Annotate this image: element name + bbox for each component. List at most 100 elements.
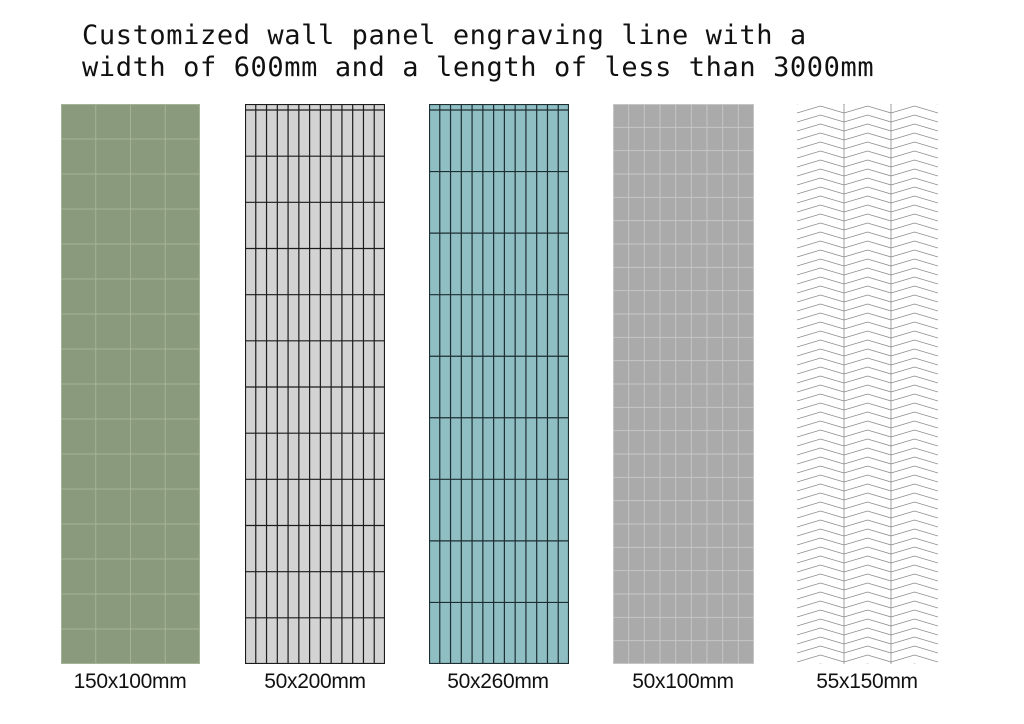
title-line-1: Customized wall panel engraving line wit… bbox=[82, 20, 807, 51]
herringbone-chevron bbox=[797, 330, 845, 339]
herringbone-chevron bbox=[797, 510, 845, 519]
herringbone-chevron bbox=[843, 537, 892, 546]
herringbone-chevron bbox=[890, 609, 938, 618]
herringbone-chevron bbox=[797, 519, 845, 528]
herringbone-chevron bbox=[843, 546, 892, 555]
herringbone-chevron bbox=[843, 222, 892, 231]
herringbone-chevron bbox=[890, 573, 938, 582]
herringbone-chevron bbox=[797, 483, 845, 492]
herringbone-chevron bbox=[890, 276, 938, 285]
herringbone-chevron bbox=[890, 231, 938, 240]
herringbone-chevron bbox=[890, 141, 938, 150]
herringbone-chevron bbox=[843, 105, 892, 114]
herringbone-chevron bbox=[890, 348, 938, 357]
herringbone-chevron bbox=[797, 294, 845, 303]
herringbone-chevron bbox=[890, 159, 938, 168]
herringbone-chevron bbox=[843, 348, 892, 357]
herringbone-chevron bbox=[843, 267, 892, 276]
herringbone-chevron bbox=[890, 645, 938, 654]
herringbone-chevron bbox=[797, 474, 845, 483]
panel-50x200-pattern bbox=[245, 104, 385, 664]
herringbone-chevron bbox=[797, 609, 845, 618]
herringbone-chevron bbox=[797, 204, 845, 213]
herringbone-chevron bbox=[843, 555, 892, 564]
herringbone-chevron bbox=[797, 537, 845, 546]
herringbone-chevron bbox=[890, 123, 938, 132]
herringbone-chevron bbox=[890, 114, 938, 123]
herringbone-chevron bbox=[843, 591, 892, 600]
herringbone-chevron bbox=[890, 321, 938, 330]
herringbone-chevron bbox=[890, 537, 938, 546]
herringbone-chevron bbox=[843, 627, 892, 636]
herringbone-chevron bbox=[890, 420, 938, 429]
panel-55x150 bbox=[797, 104, 938, 664]
herringbone-chevron bbox=[890, 582, 938, 591]
panel-label-50x260: 50x260mm bbox=[447, 670, 549, 693]
herringbone-chevron bbox=[890, 456, 938, 465]
herringbone-chevron bbox=[843, 411, 892, 420]
herringbone-chevron bbox=[890, 519, 938, 528]
panel-label-150x100: 150x100mm bbox=[73, 670, 187, 693]
herringbone-chevron bbox=[797, 411, 845, 420]
herringbone-chevron bbox=[797, 186, 845, 195]
herringbone-chevron bbox=[797, 321, 845, 330]
panel-50x260-pattern bbox=[429, 104, 569, 664]
herringbone-chevron bbox=[843, 330, 892, 339]
herringbone-chevron bbox=[797, 132, 845, 141]
panel-50x200 bbox=[245, 104, 385, 664]
herringbone-chevron bbox=[843, 438, 892, 447]
herringbone-chevron bbox=[797, 546, 845, 555]
herringbone-chevron bbox=[797, 429, 845, 438]
herringbone-chevron bbox=[890, 168, 938, 177]
herringbone-chevron bbox=[843, 402, 892, 411]
panel-border bbox=[429, 104, 569, 664]
panel-background bbox=[797, 104, 938, 664]
herringbone-chevron bbox=[890, 150, 938, 159]
herringbone-chevron bbox=[797, 213, 845, 222]
herringbone-chevron bbox=[843, 618, 892, 627]
herringbone-chevron bbox=[890, 438, 938, 447]
herringbone-chevron bbox=[890, 564, 938, 573]
herringbone-chevron bbox=[797, 645, 845, 654]
herringbone-chevron bbox=[797, 348, 845, 357]
herringbone-chevron bbox=[890, 222, 938, 231]
herringbone-chevron bbox=[843, 339, 892, 348]
herringbone-chevron bbox=[890, 177, 938, 186]
herringbone-chevron bbox=[890, 483, 938, 492]
herringbone-chevron bbox=[797, 231, 845, 240]
herringbone-chevron bbox=[843, 582, 892, 591]
herringbone-chevron bbox=[843, 447, 892, 456]
herringbone-chevron bbox=[890, 465, 938, 474]
herringbone-chevron bbox=[890, 546, 938, 555]
panel-label-50x200: 50x200mm bbox=[264, 670, 366, 693]
herringbone-chevron bbox=[890, 384, 938, 393]
herringbone-chevron bbox=[843, 240, 892, 249]
herringbone-chevron bbox=[843, 420, 892, 429]
herringbone-chevron bbox=[797, 276, 845, 285]
herringbone-chevron bbox=[843, 132, 892, 141]
herringbone-chevron bbox=[797, 375, 845, 384]
herringbone-chevron bbox=[843, 249, 892, 258]
herringbone-chevron bbox=[797, 555, 845, 564]
herringbone-chevron bbox=[890, 267, 938, 276]
herringbone-chevron bbox=[890, 654, 938, 663]
herringbone-chevron bbox=[843, 528, 892, 537]
herringbone-chevron bbox=[797, 285, 845, 294]
herringbone-chevron bbox=[797, 636, 845, 645]
herringbone-chevron bbox=[797, 366, 845, 375]
herringbone-chevron bbox=[890, 240, 938, 249]
herringbone-chevron bbox=[843, 195, 892, 204]
herringbone-chevron bbox=[890, 618, 938, 627]
herringbone-chevron bbox=[843, 429, 892, 438]
herringbone-chevron bbox=[797, 627, 845, 636]
herringbone-chevron bbox=[890, 132, 938, 141]
herringbone-chevron bbox=[890, 474, 938, 483]
herringbone-chevron bbox=[843, 510, 892, 519]
herringbone-chevron bbox=[890, 447, 938, 456]
herringbone-chevron bbox=[797, 168, 845, 177]
panel-border bbox=[245, 104, 385, 664]
herringbone-chevron bbox=[890, 591, 938, 600]
herringbone-chevron bbox=[797, 222, 845, 231]
herringbone-chevron bbox=[890, 303, 938, 312]
herringbone-chevron bbox=[797, 447, 845, 456]
